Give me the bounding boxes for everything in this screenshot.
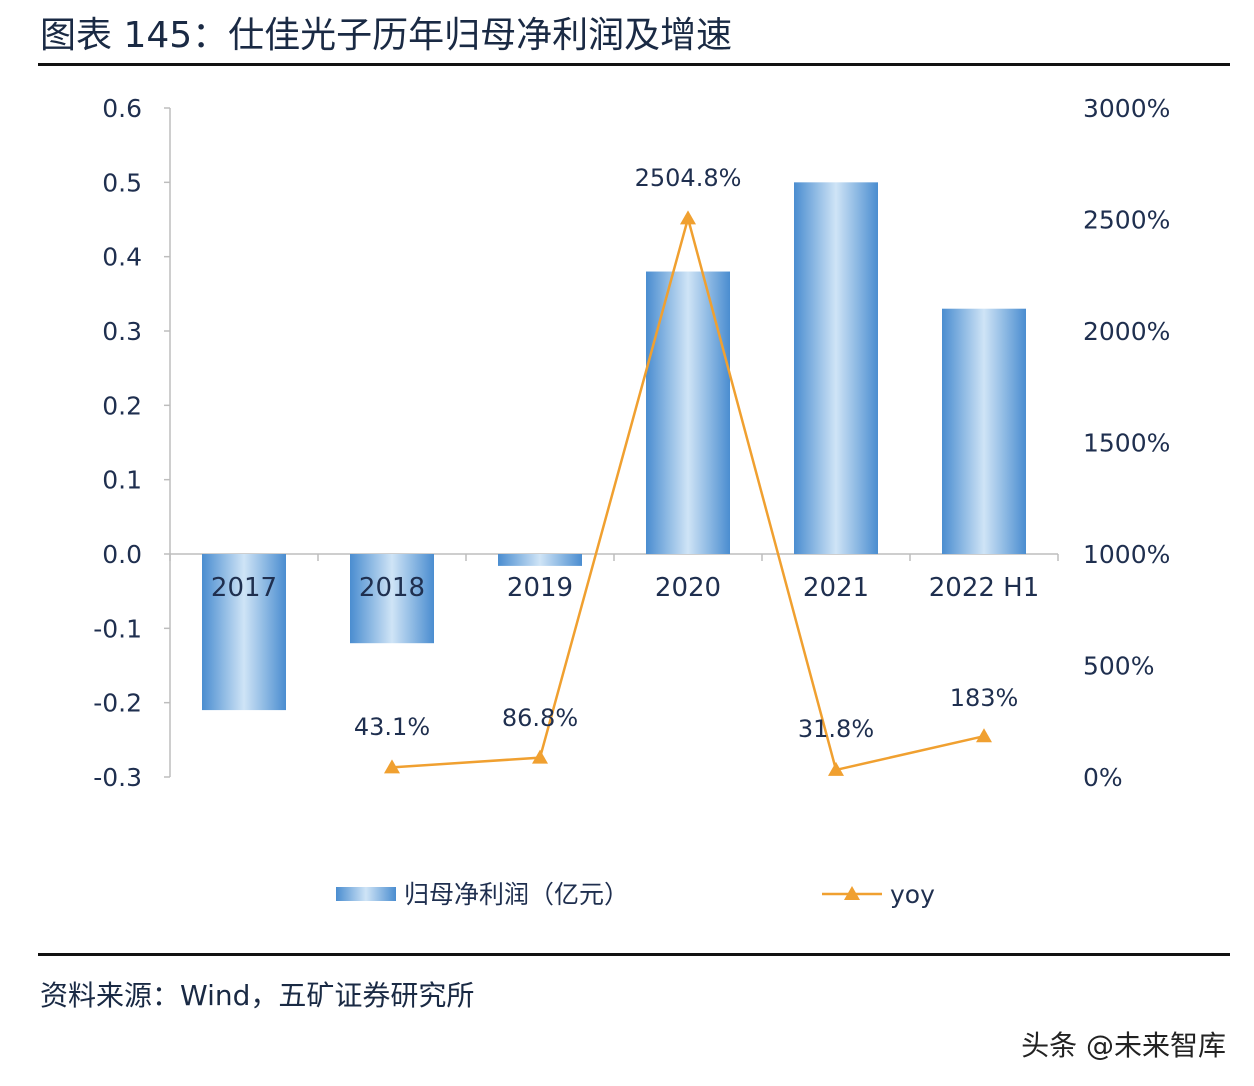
bottom-rule: [38, 953, 1230, 956]
legend-line-label: yoy: [890, 880, 935, 909]
y-left-tick-label: 0.4: [102, 243, 142, 272]
yoy-marker: [976, 728, 992, 743]
y-left-tick-label: 0.1: [102, 466, 142, 495]
y-right-tick-label: 1000%: [1083, 540, 1170, 569]
bar-net-profit: [794, 182, 878, 555]
y-left-tick-label: 0.2: [102, 391, 142, 420]
yoy-marker: [384, 759, 400, 774]
legend-bar-label: 归母净利润（亿元）: [404, 880, 629, 909]
chart-title: 图表 145：仕佳光子历年归母净利润及增速: [40, 15, 733, 56]
yoy-marker: [828, 761, 844, 776]
y-right-tick-label: 0%: [1083, 763, 1123, 792]
bar-net-profit: [498, 554, 582, 566]
yoy-marker: [680, 210, 696, 225]
y-right-tick-label: 1500%: [1083, 429, 1170, 458]
yoy-data-label: 183%: [950, 684, 1019, 712]
top-rule: [38, 63, 1230, 66]
y-left-tick-label: -0.1: [93, 614, 142, 643]
yoy-marker: [532, 749, 548, 764]
x-category-label: 2019: [507, 573, 573, 603]
x-category-label: 2017: [211, 573, 277, 603]
source-note: 资料来源：Wind，五矿证券研究所: [40, 979, 475, 1012]
x-category-label: 2021: [803, 573, 869, 603]
y-left-tick-label: -0.2: [93, 689, 142, 718]
y-left-tick-label: -0.3: [93, 763, 142, 792]
legend-bar-swatch: [336, 887, 396, 901]
x-category-label: 2018: [359, 573, 425, 603]
y-right-tick-label: 3000%: [1083, 94, 1170, 123]
x-category-label: 2022 H1: [929, 573, 1040, 603]
yoy-data-label: 86.8%: [502, 704, 578, 732]
yoy-data-label: 43.1%: [354, 713, 430, 741]
yoy-data-label: 31.8%: [798, 715, 874, 743]
chart-area: 0.6 0.5 0.4 0.3 0.2 0.1 0.0 -0.1 -0.2 -0.3 3000% 25…: [93, 94, 1170, 909]
y-left-tick-label: 0.6: [102, 94, 142, 123]
bar-net-profit: [646, 271, 730, 554]
x-category-label: 2020: [655, 573, 721, 603]
y-right-tick-label: 2500%: [1083, 206, 1170, 235]
yoy-data-label: 2504.8%: [635, 164, 742, 192]
y-left-tick-label: 0.3: [102, 317, 142, 346]
bar-net-profit: [202, 554, 286, 711]
y-left-tick-label: 0.0: [102, 540, 142, 569]
bar-net-profit: [350, 554, 434, 644]
bar-net-profit: [942, 308, 1026, 554]
y-left-tick-label: 0.5: [102, 168, 142, 197]
y-right-tick-label: 2000%: [1083, 317, 1170, 346]
watermark: 头条 @未来智库: [1021, 1029, 1226, 1062]
y-right-tick-label: 500%: [1083, 652, 1154, 681]
legend-line-marker: [844, 886, 860, 900]
